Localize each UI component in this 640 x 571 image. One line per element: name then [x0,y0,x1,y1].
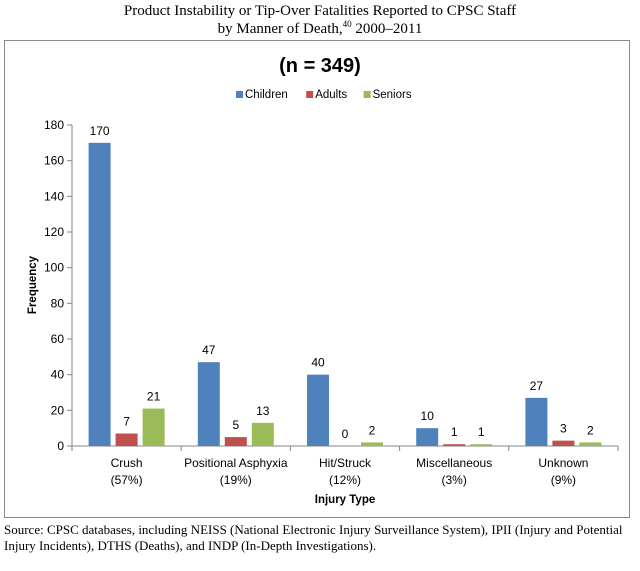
y-tick-label: 60 [51,332,65,346]
data-label-adults: 7 [123,415,130,429]
data-label-seniors: 2 [587,423,594,437]
figure-title-line1: Product Instability or Tip-Over Fataliti… [123,3,517,19]
x-tick-label: Positional Asphyxia [184,456,288,470]
y-tick-label: 180 [44,118,64,132]
x-tick-label: Crush [111,456,143,470]
bar-adults [443,444,466,446]
y-tick-label: 80 [51,296,65,310]
data-label-children: 170 [90,124,110,138]
figure-title-line2-prefix: by Manner of Death, [217,21,343,37]
bar-seniors [251,422,274,446]
x-tick-label: Hit/Struck [319,456,372,470]
data-label-adults: 0 [342,427,349,441]
bar-seniors [361,442,383,446]
data-label-children: 40 [311,356,325,370]
bar-children [525,397,548,446]
y-tick-label: 0 [57,439,64,453]
y-tick-label: 140 [44,189,64,203]
data-label-seniors: 2 [369,423,376,437]
bar-children [197,362,220,446]
x-tick-label: (12%) [329,473,361,487]
legend-label-children: Children [245,89,288,101]
bar-children [88,142,111,447]
bar-seniors [142,408,165,446]
y-tick-label: 120 [44,225,64,239]
legend-swatch-children [236,91,243,98]
bar-adults [552,440,575,446]
bar-adults [224,437,247,446]
bar-adults [115,433,138,446]
x-axis-title: Injury Type [315,494,376,506]
figure-title-line2-suffix: 2000–2011 [351,21,423,37]
y-tick-label: 160 [44,154,64,168]
data-label-seniors: 21 [147,390,161,404]
bar-seniors [470,444,493,446]
source-note: Source: CPSC databases, including NEISS … [4,522,623,553]
legend-swatch-seniors [363,91,371,98]
x-tick-label: Miscellaneous [416,456,492,470]
figure-title-line2: by Manner of Death,40 2000–2011 [0,19,640,38]
y-axis-title: Frequency [27,255,39,314]
x-tick-label: (19%) [220,473,252,487]
y-tick-label: 20 [51,403,65,417]
data-label-adults: 1 [451,425,458,439]
footnote-ref: 40 [342,19,352,29]
bar-seniors [579,442,602,446]
bar-children [307,374,329,446]
x-tick-label: Unknown [538,456,588,470]
legend-label-seniors: Seniors [373,89,412,101]
y-tick-label: 40 [51,368,65,382]
legend-label-adults: Adults [315,89,347,101]
legend-swatch-adults [306,91,314,98]
chart-frame [4,40,630,518]
data-label-adults: 3 [560,422,567,436]
data-label-adults: 5 [232,418,239,432]
data-label-children: 47 [202,343,216,357]
bar-children [416,428,439,446]
y-tick-label: 100 [44,261,64,275]
chart-title: (n = 349) [279,55,361,77]
data-label-seniors: 1 [478,425,485,439]
data-label-seniors: 13 [256,404,270,418]
x-tick-label: (57%) [111,473,143,487]
x-tick-label: (3%) [442,473,467,487]
data-label-children: 27 [530,379,544,393]
data-label-children: 10 [421,409,435,423]
x-tick-label: (9%) [551,473,576,487]
